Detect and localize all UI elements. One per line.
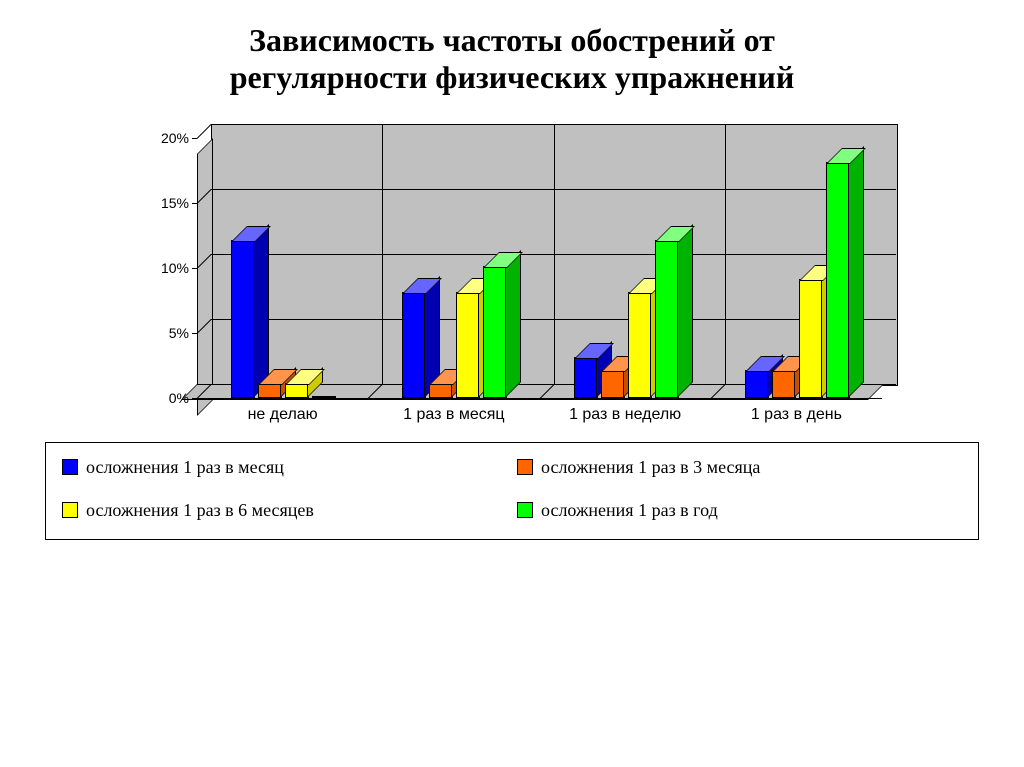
gridline-side: [197, 124, 212, 139]
category-label: 1 раз в неделю: [540, 406, 711, 424]
plot-back-wall: [211, 124, 898, 386]
ytick-label: 20%: [161, 130, 189, 146]
ytick: [192, 138, 197, 139]
plot-side-wall: [197, 138, 213, 416]
ytick-label: 0%: [169, 390, 189, 406]
legend-label: осложнения 1 раз в год: [541, 500, 718, 521]
category-label: 1 раз в день: [711, 406, 882, 424]
title-line-1: Зависимость частоты обострений от: [40, 22, 984, 59]
chart-title: Зависимость частоты обострений от регуля…: [0, 0, 1024, 104]
legend-item: осложнения 1 раз в год: [517, 500, 962, 521]
legend-swatch: [517, 502, 533, 518]
category-label: 1 раз в месяц: [368, 406, 539, 424]
legend-item: осложнения 1 раз в 6 месяцев: [62, 500, 507, 521]
ytick: [192, 333, 197, 334]
legend-item: осложнения 1 раз в месяц: [62, 457, 507, 478]
ytick: [192, 268, 197, 269]
chart-legend: осложнения 1 раз в месяц осложнения 1 раз…: [45, 442, 979, 540]
legend-swatch: [62, 502, 78, 518]
legend-swatch: [517, 459, 533, 475]
legend-label: осложнения 1 раз в месяц: [86, 457, 284, 478]
ytick-label: 15%: [161, 195, 189, 211]
legend-swatch: [62, 459, 78, 475]
bar-chart: 0%5%10%15%20%не делаю1 раз в месяц1 раз …: [127, 124, 897, 434]
ytick-label: 5%: [169, 325, 189, 341]
ytick: [192, 203, 197, 204]
category-divider: [554, 124, 555, 384]
legend-label: осложнения 1 раз в 3 месяца: [541, 457, 760, 478]
floor-front-edge: [197, 398, 882, 399]
legend-item: осложнения 1 раз в 3 месяца: [517, 457, 962, 478]
legend-label: осложнения 1 раз в 6 месяцев: [86, 500, 314, 521]
category-divider: [725, 124, 726, 384]
ytick-label: 10%: [161, 260, 189, 276]
category-label: не делаю: [197, 406, 368, 424]
category-divider: [382, 124, 383, 384]
title-line-2: регулярности физических упражнений: [40, 59, 984, 96]
